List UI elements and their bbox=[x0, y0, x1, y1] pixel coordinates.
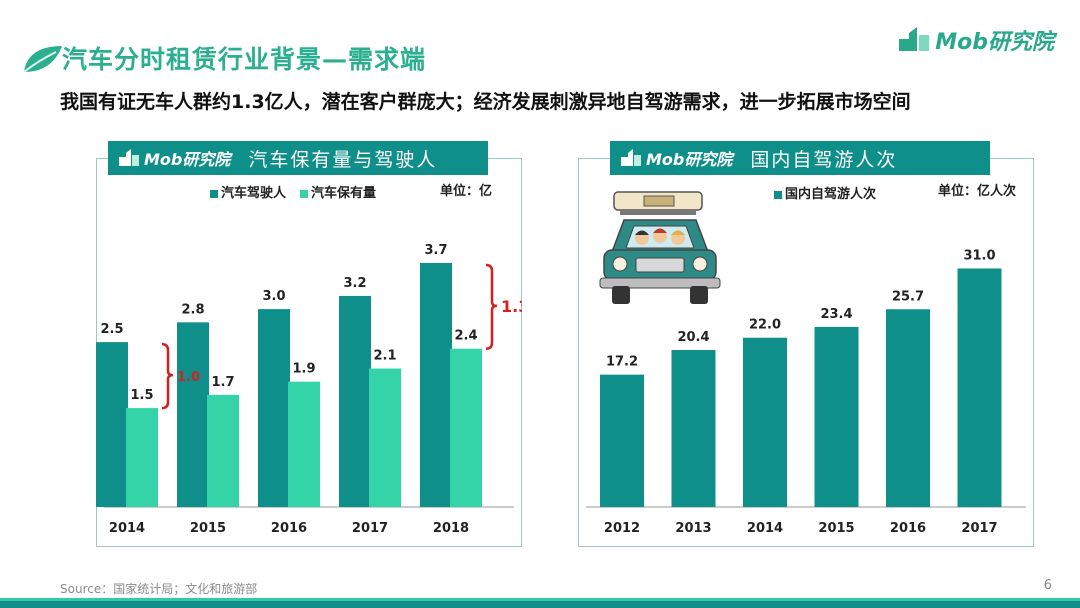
right-unit: 单位：亿人次 bbox=[938, 184, 1017, 199]
bar bbox=[814, 326, 859, 507]
brand-logo: Mob研究院 bbox=[897, 24, 1054, 56]
tick-label: 2014 bbox=[109, 521, 145, 536]
tick-label: 2017 bbox=[961, 521, 997, 536]
bottom-bar bbox=[0, 601, 1080, 608]
legend-swatch bbox=[774, 190, 782, 199]
bar bbox=[126, 408, 158, 507]
data-label: 3.7 bbox=[424, 243, 447, 258]
tick-label: 2016 bbox=[271, 521, 307, 536]
data-label: 1.7 bbox=[211, 375, 234, 390]
chart-title: 汽车保有量与驾驶人 bbox=[248, 148, 438, 171]
legend-swatch bbox=[300, 189, 309, 198]
bar bbox=[96, 342, 128, 507]
page-number: 6 bbox=[1043, 578, 1052, 593]
leaf-icon bbox=[23, 46, 62, 73]
brand-text: Mob研究院 bbox=[935, 30, 1054, 55]
data-label: 25.7 bbox=[892, 289, 924, 304]
tick-label: 2012 bbox=[604, 521, 640, 536]
tick-label: 2018 bbox=[433, 521, 469, 536]
right-bar-chart: 17.2 2012 20.4 2013 22.0 2014 23.4 2015 25.7 2016… bbox=[586, 248, 1026, 536]
page-title: 汽车分时租赁行业背景—需求端 bbox=[62, 45, 427, 74]
legend-item: 汽车保有量 bbox=[300, 182, 376, 201]
left-unit: 单位：亿 bbox=[440, 184, 493, 199]
mob-logo-icon bbox=[899, 27, 930, 51]
legend-item: 国内自驾游人次 bbox=[774, 183, 876, 202]
mob-logo-icon bbox=[119, 149, 139, 166]
car-illustration bbox=[599, 191, 721, 304]
annotation-label: 1.3 bbox=[501, 297, 522, 316]
chart-brand: Mob研究院 bbox=[646, 150, 733, 169]
bar bbox=[743, 337, 787, 507]
right-legend: 国内自驾游人次 bbox=[774, 183, 876, 202]
bottom-stripe bbox=[0, 598, 1080, 601]
bar bbox=[288, 381, 320, 507]
tick-label: 2014 bbox=[747, 521, 783, 536]
chart-title: 国内自驾游人次 bbox=[750, 148, 898, 171]
mob-logo-icon bbox=[621, 149, 641, 166]
bar bbox=[339, 295, 371, 507]
data-label: 23.4 bbox=[820, 307, 852, 322]
right-chart-header: Mob研究院 国内自驾游人次 bbox=[610, 141, 990, 175]
legend-label: 国内自驾游人次 bbox=[785, 187, 877, 202]
bar bbox=[207, 394, 239, 507]
tick-label: 2017 bbox=[352, 521, 388, 536]
bar bbox=[258, 309, 290, 507]
bar bbox=[600, 374, 644, 507]
data-label: 22.0 bbox=[749, 318, 781, 333]
bar bbox=[450, 348, 482, 507]
brace-icon bbox=[485, 263, 498, 350]
data-label: 17.2 bbox=[606, 355, 638, 370]
data-label: 1.9 bbox=[292, 362, 315, 377]
tick-label: 2015 bbox=[190, 521, 226, 536]
data-label: 2.1 bbox=[373, 349, 396, 364]
data-label: 1.5 bbox=[130, 388, 153, 403]
data-label: 3.0 bbox=[262, 289, 285, 304]
chart-brand: Mob研究院 bbox=[144, 150, 231, 169]
legend-label: 汽车驾驶人 bbox=[221, 186, 287, 201]
tick-label: 2015 bbox=[818, 521, 854, 536]
tick-label: 2016 bbox=[890, 521, 926, 536]
brace-icon bbox=[161, 342, 174, 410]
data-label: 20.4 bbox=[677, 330, 709, 345]
bar bbox=[420, 262, 452, 507]
data-label: 2.5 bbox=[100, 322, 123, 337]
subtitle: 我国有证无车人群约1.3亿人，潜在客户群庞大；经济发展刺激异地自驾游需求，进一步… bbox=[60, 91, 911, 113]
legend-swatch bbox=[210, 189, 218, 198]
left-chart-header: Mob研究院 汽车保有量与驾驶人 bbox=[108, 141, 488, 175]
annotation-label: 1.0 bbox=[177, 370, 200, 385]
legend-item: 汽车驾驶人 bbox=[210, 182, 286, 201]
bar bbox=[886, 309, 930, 507]
left-bar-chart: 2.5 1.5 2014 2.8 1.7 2015 3.0 1.9 2016 3.2 2.1 2017… bbox=[96, 243, 522, 536]
tick-label: 2013 bbox=[675, 521, 711, 536]
data-label: 31.0 bbox=[963, 248, 995, 263]
bar bbox=[957, 268, 1002, 507]
bar bbox=[369, 368, 401, 507]
legend-label: 汽车保有量 bbox=[311, 186, 377, 201]
data-label: 2.4 bbox=[454, 329, 477, 344]
data-label: 3.2 bbox=[343, 276, 366, 291]
left-legend: 汽车驾驶人 汽车保有量 bbox=[210, 182, 376, 201]
bar bbox=[671, 350, 716, 507]
source-note: Source：国家统计局；文化和旅游部 bbox=[60, 582, 258, 596]
data-label: 2.8 bbox=[181, 302, 204, 317]
bar bbox=[177, 322, 209, 507]
